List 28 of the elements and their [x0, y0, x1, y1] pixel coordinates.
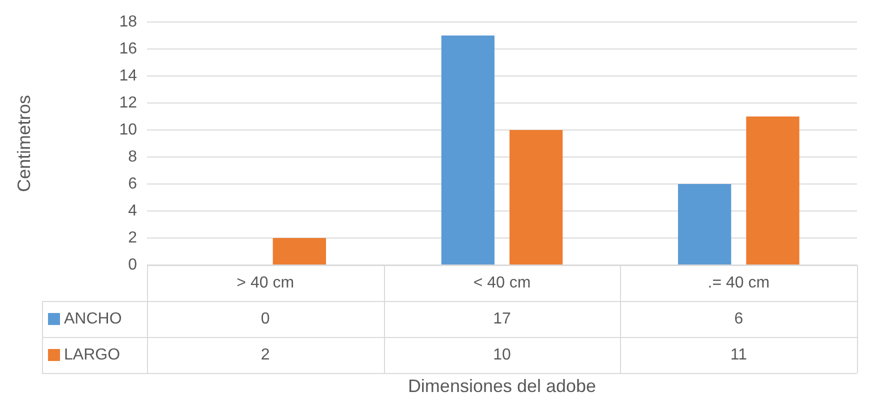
y-tick-label: 0: [128, 256, 138, 274]
y-tick-label: 18: [119, 13, 138, 30]
bar: [441, 36, 495, 264]
y-axis-title: Centimetros: [14, 94, 34, 192]
data-label: 2: [260, 346, 270, 364]
data-label: 0: [260, 310, 270, 328]
bar: [272, 238, 326, 264]
y-tick-label: 10: [119, 121, 138, 138]
y-tick-label: 6: [128, 175, 138, 192]
y-tick-label: 4: [128, 202, 138, 220]
data-label: 10: [493, 346, 511, 364]
bar: [746, 116, 800, 264]
legend-label: ANCHO: [64, 310, 122, 328]
x-tick-label: < 40 cm: [473, 274, 531, 292]
y-tick-label: 16: [119, 40, 138, 58]
y-tick-label: 8: [128, 148, 138, 166]
x-axis-title: Dimensiones del adobe: [408, 376, 596, 396]
data-label: 11: [730, 346, 748, 364]
x-tick-label: > 40 cm: [236, 274, 294, 292]
legend-label: LARGO: [64, 346, 120, 364]
y-tick-label: 2: [128, 229, 138, 246]
y-tick-label: 14: [119, 67, 138, 84]
bar: [678, 184, 732, 264]
data-label: 17: [493, 310, 511, 328]
data-label: 6: [734, 310, 744, 328]
y-tick-label: 12: [119, 94, 138, 112]
bar: [510, 130, 563, 264]
x-tick-label: .= 40 cm: [708, 274, 770, 292]
